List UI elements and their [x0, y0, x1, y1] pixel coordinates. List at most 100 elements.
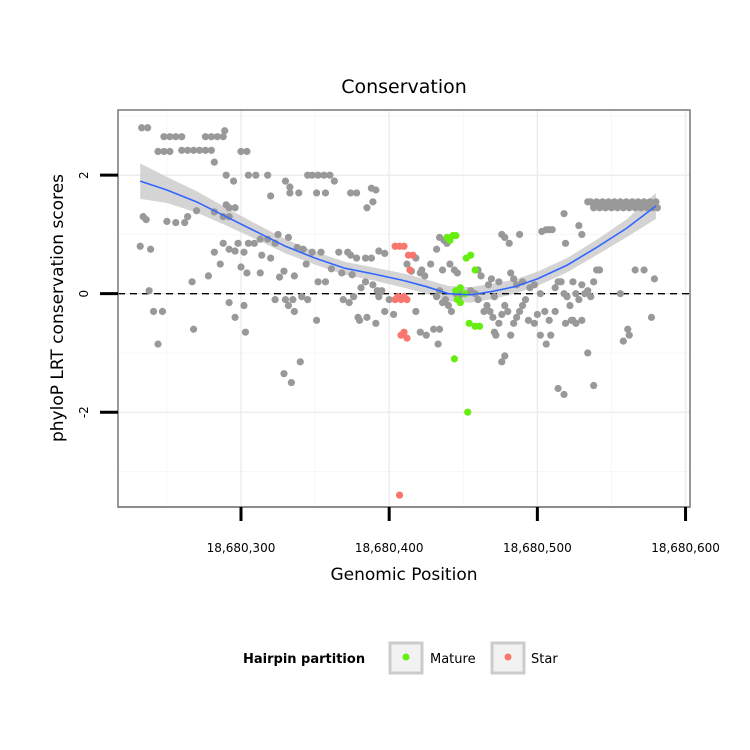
point-other-235: [561, 239, 570, 247]
legend-dot-mature: [402, 653, 410, 661]
point-other-48: [225, 204, 233, 212]
point-other-26: [264, 171, 272, 179]
point-other-219: [551, 307, 559, 316]
point-other-236: [560, 210, 568, 218]
point-other-223: [507, 269, 515, 277]
point-other-152: [433, 245, 441, 253]
point-other-43: [312, 189, 321, 197]
point-other-89: [204, 272, 212, 280]
point-other-103: [348, 271, 356, 279]
point-other-67: [250, 239, 258, 247]
y-axis-title: phyloP LRT conservation scores: [48, 174, 68, 442]
point-other-245: [584, 349, 592, 357]
point-star-12: [400, 328, 408, 336]
point-other-61: [284, 233, 293, 241]
point-other-142: [241, 328, 250, 336]
point-other-165: [447, 307, 456, 316]
point-other-159: [438, 266, 447, 274]
point-other-0: [138, 124, 146, 132]
point-other-137: [385, 296, 393, 304]
point-other-108: [378, 287, 386, 295]
point-other-255: [647, 313, 656, 321]
point-other-101: [327, 265, 335, 273]
point-other-186: [515, 307, 524, 316]
point-other-123: [298, 293, 306, 301]
point-other-116: [189, 325, 198, 333]
point-other-202: [536, 290, 544, 298]
point-other-177: [489, 313, 497, 321]
point-other-187: [518, 301, 527, 310]
point-mature-6: [471, 266, 479, 274]
data-points: [136, 124, 661, 499]
point-other-60: [274, 230, 282, 239]
point-other-24: [244, 171, 253, 179]
point-other-90: [216, 260, 224, 268]
smooth-confidence-band: [140, 163, 656, 303]
point-other-110: [147, 245, 155, 253]
point-other-141: [296, 358, 304, 366]
legend-label-star: Star: [531, 652, 558, 667]
point-other-222: [490, 328, 498, 336]
point-other-74: [347, 251, 355, 259]
point-other-135: [375, 293, 383, 301]
point-other-185: [513, 313, 521, 321]
point-other-151: [427, 260, 435, 268]
point-other-104: [357, 284, 365, 292]
point-other-14: [195, 146, 204, 154]
y-tick-label-1: 0: [77, 290, 91, 298]
point-other-98: [308, 248, 316, 256]
point-other-122: [289, 296, 297, 304]
point-other-75: [352, 254, 361, 262]
point-other-212: [566, 301, 574, 310]
plot-background: [118, 110, 690, 507]
y-tick-label-2: 2: [77, 171, 91, 179]
point-other-272: [596, 204, 604, 212]
point-other-3: [166, 133, 174, 141]
legend-dot-star: [504, 653, 512, 661]
point-other-9: [219, 133, 227, 141]
point-other-55: [172, 218, 180, 227]
point-other-79: [381, 249, 389, 257]
point-other-233: [554, 384, 562, 393]
x-tick-label-2: 18,680,500: [503, 541, 572, 555]
point-other-21: [243, 147, 251, 156]
point-other-248: [596, 266, 604, 274]
chart-title: Conservation: [341, 76, 467, 98]
point-other-150: [421, 272, 429, 280]
point-other-7: [207, 133, 215, 141]
point-other-285: [613, 201, 621, 209]
point-other-216: [533, 310, 541, 319]
point-other-94: [275, 273, 284, 281]
point-other-225: [524, 316, 533, 324]
point-other-238: [575, 221, 583, 230]
point-other-65: [234, 239, 242, 247]
point-other-242: [584, 287, 592, 295]
point-other-218: [545, 316, 553, 324]
point-other-243: [587, 293, 595, 301]
point-other-100: [321, 278, 330, 286]
point-other-143: [412, 307, 420, 316]
point-other-228: [542, 340, 550, 348]
point-other-227: [536, 331, 544, 339]
point-other-133: [363, 313, 371, 321]
point-other-192: [490, 293, 498, 301]
point-other-280: [643, 204, 651, 212]
point-other-2: [160, 133, 168, 141]
point-other-180: [498, 310, 506, 319]
x-tick-label-0: 18,680,300: [207, 541, 276, 555]
point-other-190: [484, 281, 493, 289]
plot-panel: [117, 109, 691, 508]
point-other-276: [619, 204, 627, 212]
point-other-62: [256, 235, 264, 243]
point-star-5: [406, 266, 414, 274]
point-mature-5: [467, 251, 475, 259]
point-star-4: [409, 251, 417, 259]
point-other-246: [590, 381, 598, 390]
point-other-207: [551, 284, 559, 292]
point-other-11: [178, 146, 186, 154]
x-tick-label-3: 18,680,600: [651, 541, 720, 555]
point-other-40: [267, 192, 275, 200]
point-other-188: [521, 296, 530, 304]
point-other-132: [355, 316, 364, 324]
